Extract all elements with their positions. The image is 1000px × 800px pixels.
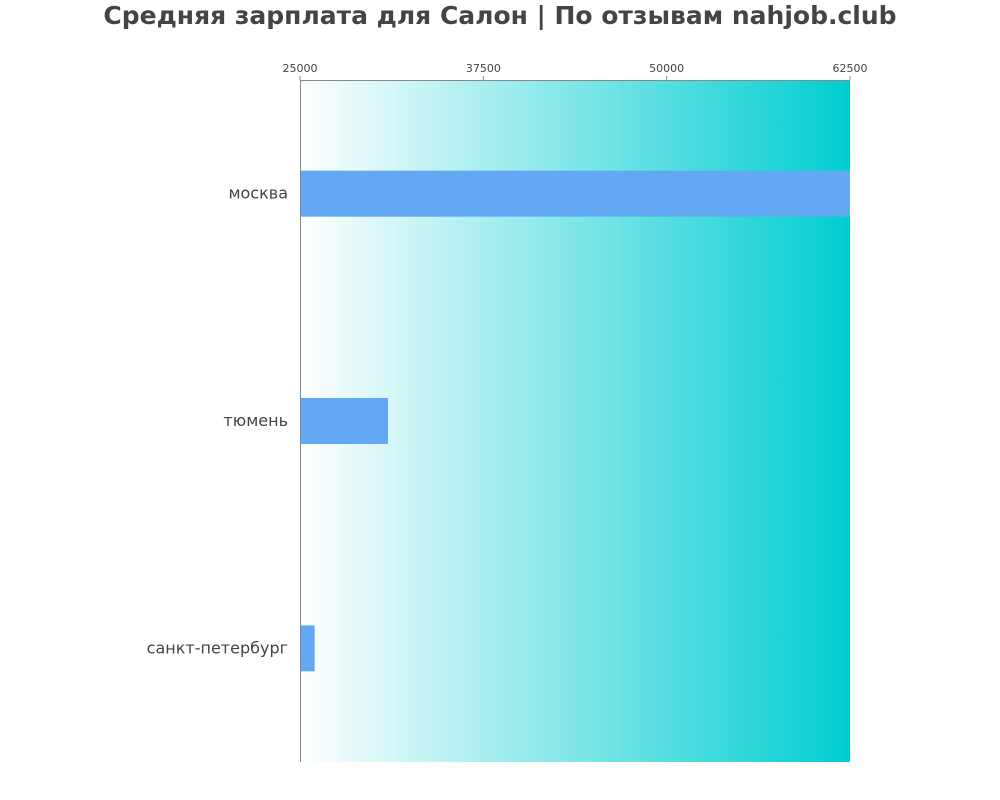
x-tick-label: 25000 <box>283 62 318 75</box>
x-tick-label: 50000 <box>649 62 684 75</box>
x-tick-label: 62500 <box>833 62 868 75</box>
category-label: москва <box>228 184 288 203</box>
bar-2 <box>301 625 315 672</box>
bar-1 <box>301 398 388 444</box>
x-tick-label: 37500 <box>466 62 501 75</box>
bar-0 <box>301 170 850 217</box>
category-label: санкт-петербург <box>147 638 288 657</box>
category-label: тюмень <box>223 411 288 430</box>
chart-title: Средняя зарплата для Салон | По отзывам … <box>103 1 897 30</box>
